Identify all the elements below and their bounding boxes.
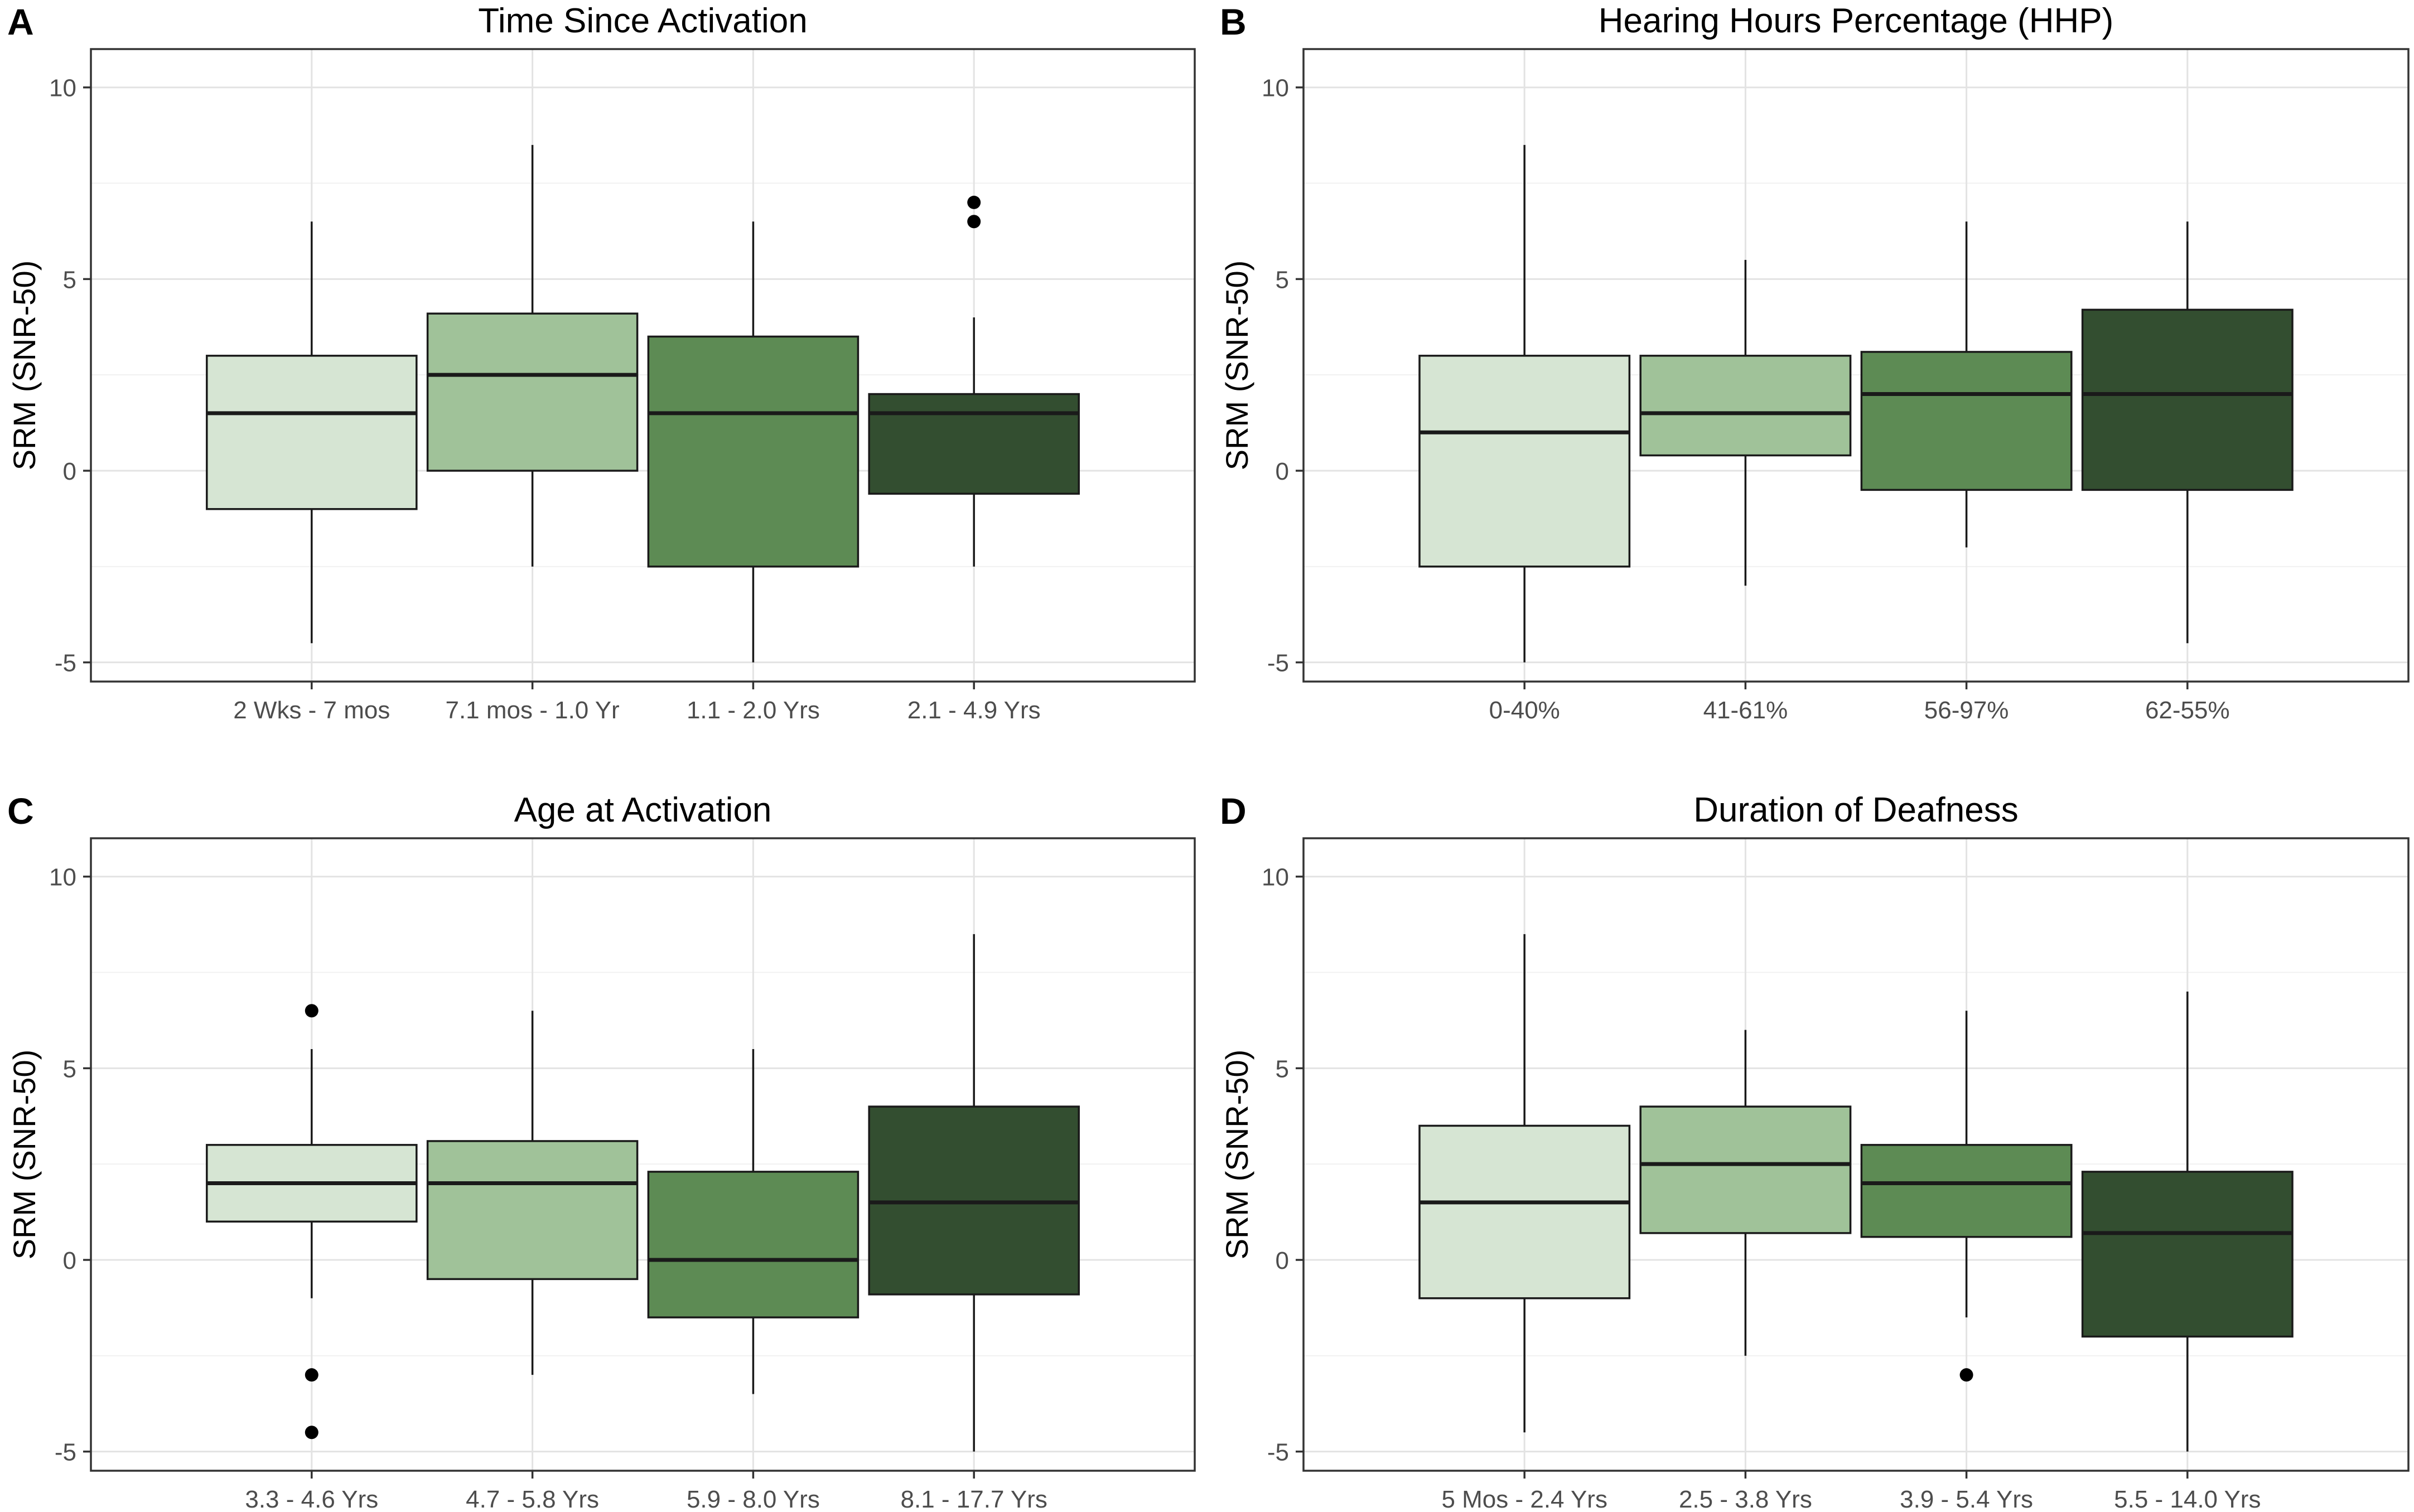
box-1 <box>206 221 418 644</box>
panel-border <box>90 48 1196 683</box>
x-tick-label: 5.9 - 8.0 Yrs <box>687 1486 820 1512</box>
x-tick-label: 62-55% <box>2145 697 2230 724</box>
x-tick-label: 7.1 mos - 1.0 Yr <box>445 697 619 724</box>
box-iqr <box>868 393 1080 495</box>
box-iqr <box>647 1171 860 1318</box>
panel-letter: A <box>7 1 34 42</box>
panel-letter: B <box>1220 1 1247 42</box>
box-1 <box>1418 144 1631 663</box>
panel-border <box>90 837 1196 1472</box>
outlier-point <box>967 215 981 229</box>
y-axis-label: SRM (SNR-50) <box>1219 1050 1254 1259</box>
y-tick-label: 10 <box>49 75 76 102</box>
y-tick-label: -5 <box>1267 650 1289 677</box>
x-tick-label: 5 Mos - 2.4 Yrs <box>1441 1486 1607 1512</box>
y-tick-label: 10 <box>1262 864 1289 891</box>
y-tick-label: -5 <box>55 1439 76 1466</box>
y-axis-label: SRM (SNR-50) <box>1219 260 1254 470</box>
panel-c: -5 0 5 10 3.3 - 4.6 Yrs 4.7 - 5.8 Yrs 5.9 - 8.… <box>7 790 1196 1512</box>
box-3 <box>647 221 860 663</box>
box-iqr <box>1639 1105 1852 1234</box>
x-tick-label: 56-97% <box>1924 697 2009 724</box>
box-4 <box>2081 991 2294 1452</box>
box-iqr <box>2081 1171 2294 1338</box>
box-iqr <box>1860 351 2073 491</box>
box-4 <box>868 195 1080 567</box>
y-tick-label: 10 <box>49 864 76 891</box>
box-2 <box>426 144 639 567</box>
box-3 <box>647 1049 860 1394</box>
panel-border <box>1302 48 2410 683</box>
x-tick-label: 1.1 - 2.0 Yrs <box>687 697 820 724</box>
x-tick-label: 0-40% <box>1489 697 1560 724</box>
box-iqr <box>1639 355 1852 457</box>
y-tick-label: 0 <box>1276 1247 1289 1274</box>
chart-title: Hearing Hours Percentage (HHP) <box>1599 2 2114 40</box>
box-iqr <box>426 312 639 472</box>
box-4 <box>868 934 1080 1452</box>
box-iqr <box>647 335 860 568</box>
y-tick-label: 0 <box>1276 458 1289 485</box>
outlier-point <box>1959 1368 1973 1382</box>
outlier-point <box>305 1426 318 1439</box>
chart-title: Age at Activation <box>514 791 772 829</box>
y-tick-label: -5 <box>1267 1439 1289 1466</box>
box-iqr <box>2081 308 2294 491</box>
x-tick-label: 2.5 - 3.8 Yrs <box>1679 1486 1812 1512</box>
panel-letter: C <box>7 790 34 832</box>
outlier-point <box>967 195 981 209</box>
box-iqr <box>426 1140 639 1281</box>
y-tick-label: -5 <box>55 650 76 677</box>
x-tick-label: 3.9 - 5.4 Yrs <box>1900 1486 2033 1512</box>
x-tick-label: 5.5 - 14.0 Yrs <box>2114 1486 2261 1512</box>
x-tick-label: 2 Wks - 7 mos <box>233 697 390 724</box>
y-axis-label: SRM (SNR-50) <box>7 260 42 470</box>
y-axis-label: SRM (SNR-50) <box>7 1050 42 1259</box>
y-tick-label: 5 <box>63 1055 76 1083</box>
x-tick-label: 4.7 - 5.8 Yrs <box>466 1486 599 1512</box>
y-tick-label: 5 <box>63 266 76 293</box>
panel-b: -5 0 5 10 0-40% 41-61% 56-97% 62-55% SRM (SNR-50… <box>1219 1 2410 724</box>
x-tick-label: 41-61% <box>1703 697 1788 724</box>
panel-letter: D <box>1220 790 1247 832</box>
y-tick-label: 10 <box>1262 75 1289 102</box>
chart-title: Time Since Activation <box>478 2 807 40</box>
box-iqr <box>1860 1144 2073 1238</box>
box-iqr <box>1418 355 1631 568</box>
panel-border <box>1302 837 2410 1472</box>
box-2 <box>426 1011 639 1375</box>
box-3 <box>1860 221 2073 548</box>
y-tick-label: 0 <box>63 1247 76 1274</box>
box-2 <box>1639 1030 1852 1356</box>
box-1 <box>1418 934 1631 1433</box>
box-iqr <box>206 355 418 510</box>
y-tick-label: 0 <box>63 458 76 485</box>
box-3 <box>1860 1011 2073 1382</box>
box-4 <box>2081 221 2294 644</box>
panel-a: -5 0 5 10 2 Wks - 7 mos 7.1 mos - 1.0 Yr 1.1 -… <box>7 1 1196 724</box>
y-tick-label: 5 <box>1276 1055 1289 1083</box>
x-tick-label: 3.3 - 4.6 Yrs <box>245 1486 378 1512</box>
y-tick-label: 5 <box>1276 266 1289 293</box>
box-2 <box>1639 260 1852 586</box>
x-tick-label: 2.1 - 4.9 Yrs <box>907 697 1041 724</box>
chart-title: Duration of Deafness <box>1693 791 2018 829</box>
box-1 <box>206 1004 418 1439</box>
x-tick-label: 8.1 - 17.7 Yrs <box>901 1486 1047 1512</box>
box-iqr <box>1418 1124 1631 1300</box>
outlier-point <box>305 1004 318 1018</box>
outlier-point <box>305 1368 318 1382</box>
panel-d: -5 0 5 10 5 Mos - 2.4 Yrs 2.5 - 3.8 Yrs 3.9 - … <box>1219 790 2410 1512</box>
